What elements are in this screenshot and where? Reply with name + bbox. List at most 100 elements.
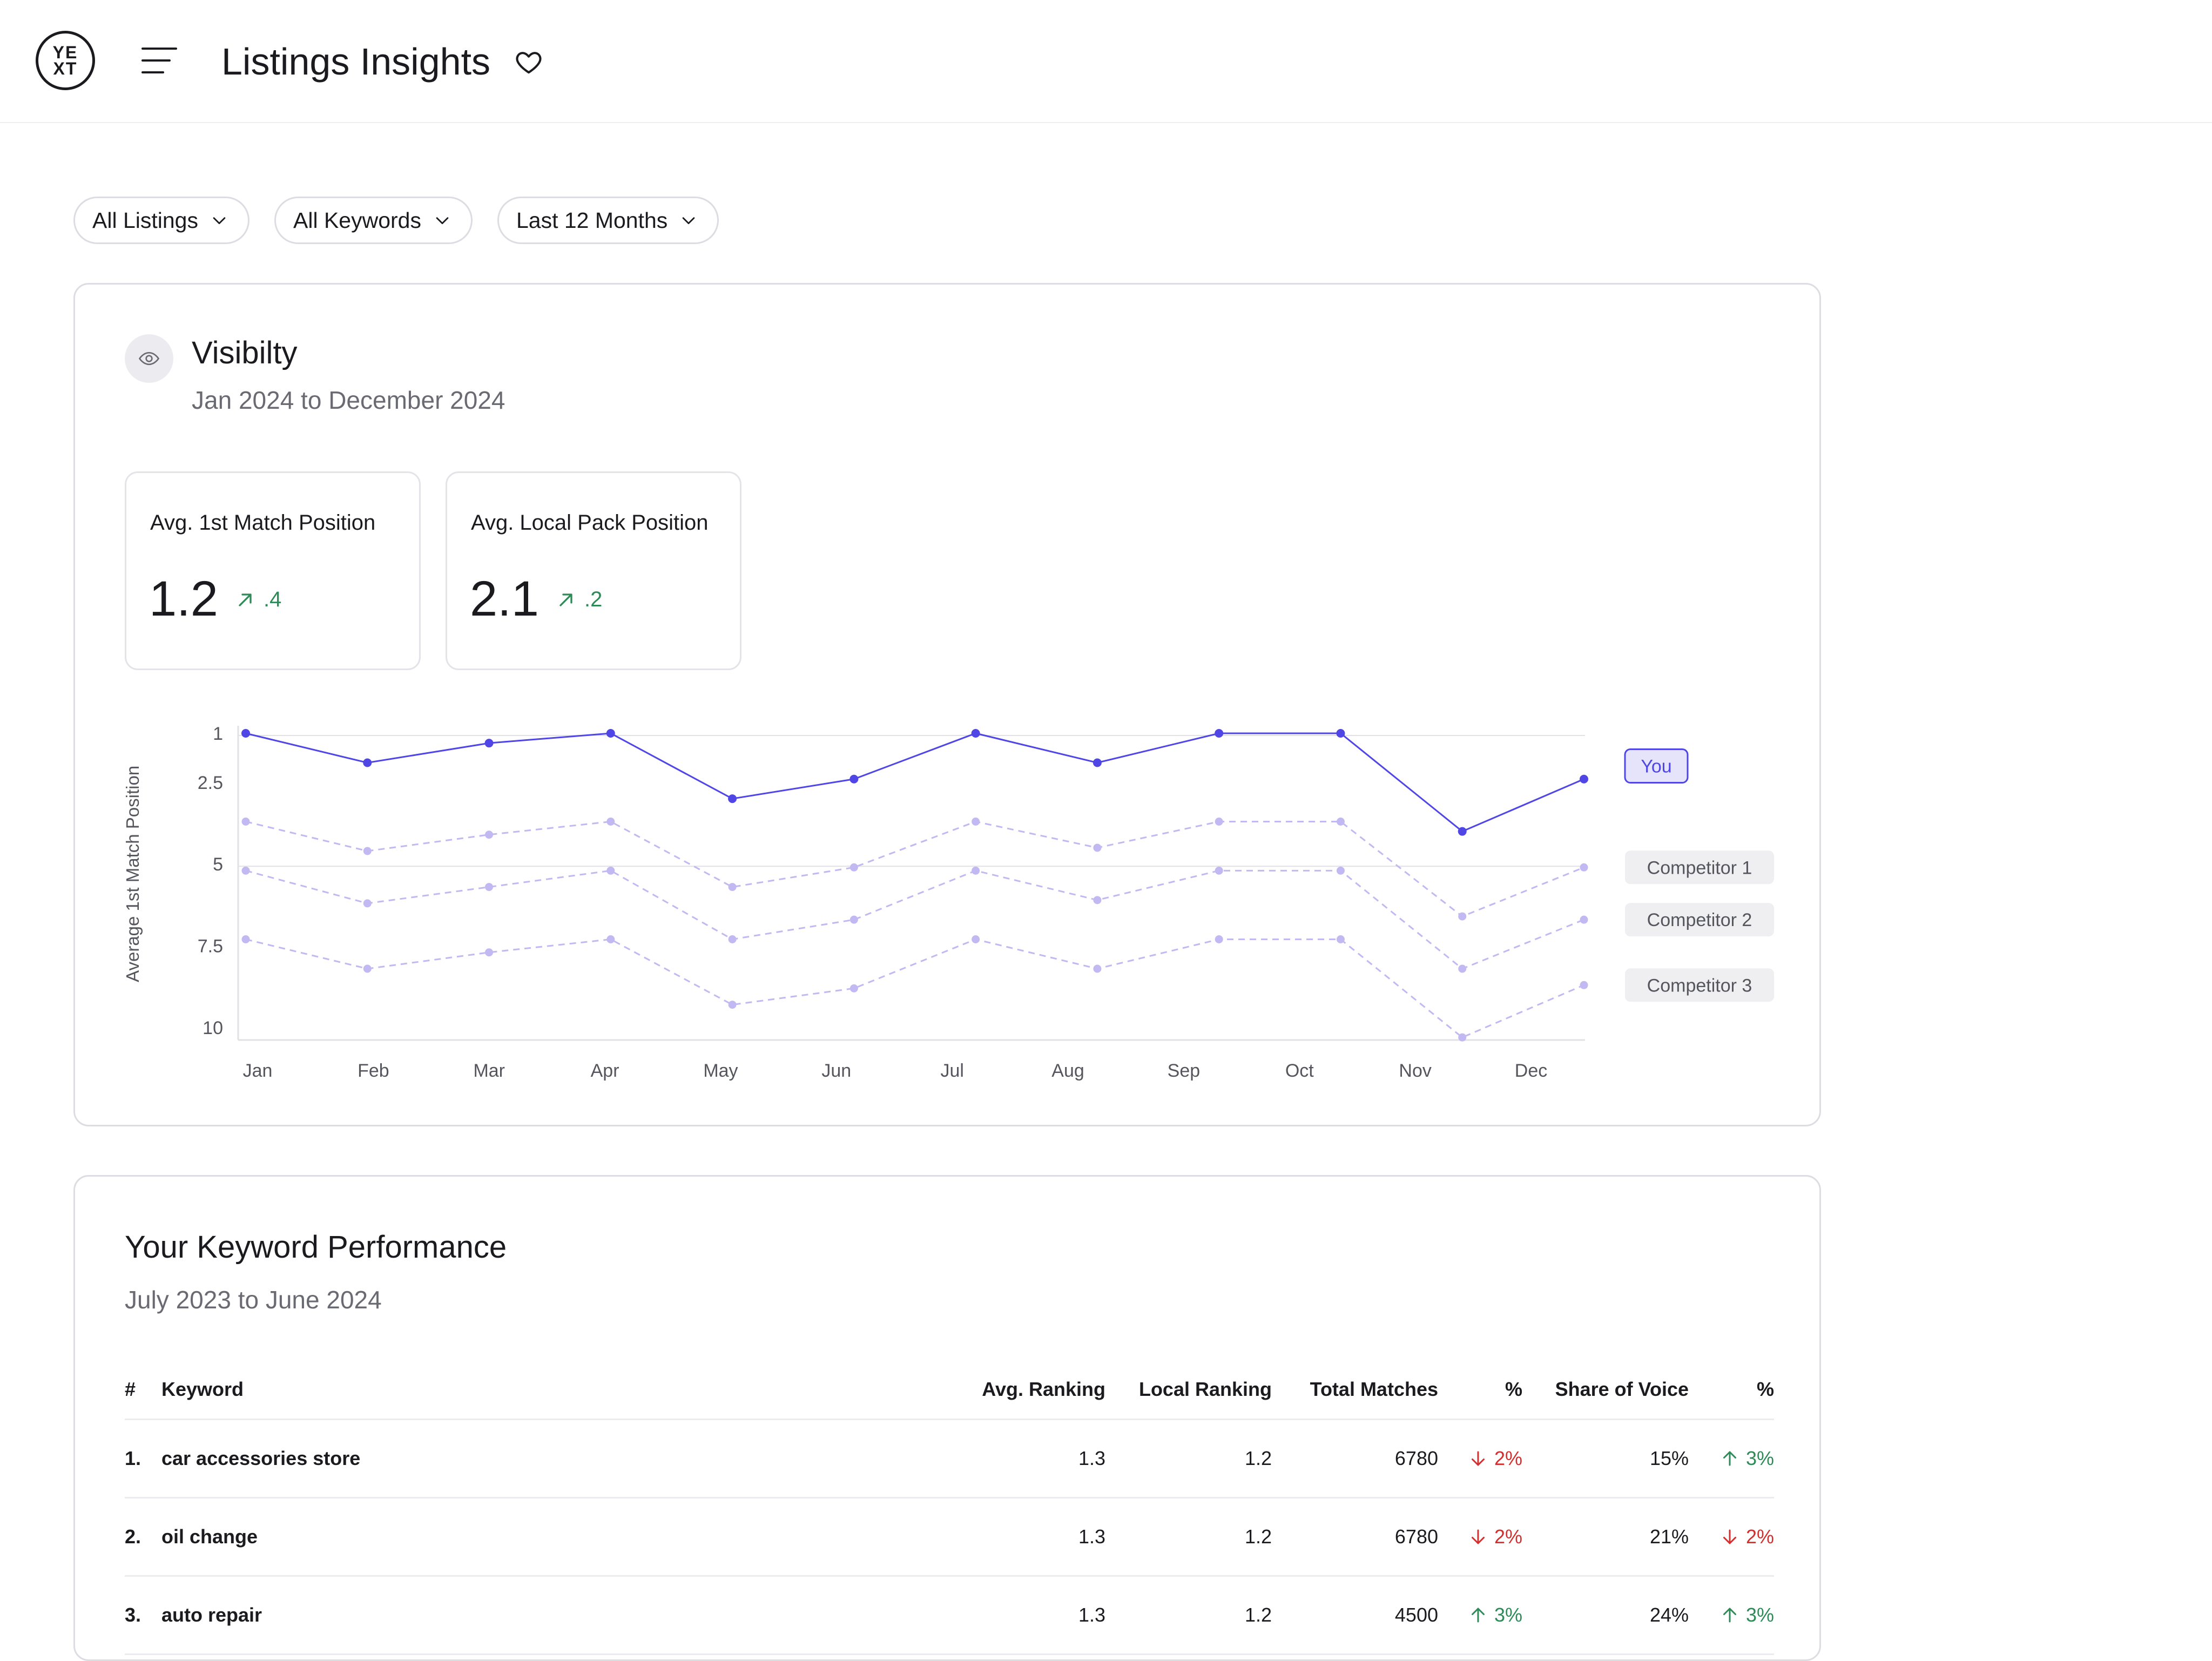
heart-icon[interactable] xyxy=(514,48,543,77)
x-tick-label: Dec xyxy=(1515,1061,1547,1081)
x-tick-label: Jul xyxy=(940,1061,963,1081)
x-tick-label: Apr xyxy=(591,1061,619,1081)
filter-label: All Keywords xyxy=(293,207,421,233)
data-point xyxy=(1336,729,1345,738)
series-line-you xyxy=(245,732,1584,833)
filter-keywords-dropdown[interactable]: All Keywords xyxy=(274,197,473,244)
legend-chip-competitor-3[interactable]: Competitor 3 xyxy=(1625,968,1774,1002)
data-point xyxy=(971,729,980,738)
total-matches-cell: 4500 xyxy=(1394,1604,1438,1626)
data-point xyxy=(1458,827,1467,836)
legend-chip-bg xyxy=(1625,903,1774,937)
col-header-avg-ranking[interactable]: Avg. Ranking xyxy=(982,1378,1105,1400)
arrow-up-icon xyxy=(1723,1608,1736,1623)
legend-chip-you[interactable]: You xyxy=(1624,748,1689,784)
x-tick-label: Oct xyxy=(1285,1061,1314,1081)
data-point xyxy=(484,739,494,748)
sov-pct-cell: 3% xyxy=(1720,1577,1774,1653)
data-point xyxy=(606,729,615,738)
data-point xyxy=(1215,935,1223,943)
legend-chip-competitor-2[interactable]: Competitor 2 xyxy=(1625,903,1774,937)
col-header-total-matches[interactable]: Total Matches xyxy=(1310,1378,1438,1400)
data-point xyxy=(606,866,615,875)
data-point xyxy=(1093,964,1102,973)
y-tick-label: 5 xyxy=(213,854,223,875)
eye-icon xyxy=(125,334,173,383)
filter-listings-dropdown[interactable]: All Listings xyxy=(73,197,249,244)
data-point xyxy=(241,866,250,875)
row-number: 1. xyxy=(125,1447,141,1469)
data-point xyxy=(728,794,737,804)
filter-date-range-dropdown[interactable]: Last 12 Months xyxy=(497,197,719,244)
data-point xyxy=(1580,863,1588,872)
table-row[interactable]: 2. oil change 1.3 1.2 6780 2% 21% 2% xyxy=(125,1498,1774,1577)
col-header-keyword[interactable]: Keyword xyxy=(161,1378,244,1400)
data-point xyxy=(1580,774,1588,784)
share-of-voice-cell: 21% xyxy=(1649,1525,1689,1548)
data-point xyxy=(728,935,737,943)
metric-value: 2.1 xyxy=(470,571,539,626)
data-point xyxy=(606,935,615,943)
data-point xyxy=(1093,896,1102,904)
col-header-local-ranking[interactable]: Local Ranking xyxy=(1138,1378,1272,1400)
series-line-competitor-1 xyxy=(245,820,1584,917)
data-point xyxy=(728,883,737,892)
top-bar: YEXT Listings Insights xyxy=(0,0,2212,123)
hamburger-menu-icon[interactable] xyxy=(141,44,177,77)
data-point xyxy=(363,847,372,855)
arrow-up-right-icon xyxy=(239,593,252,606)
visibility-date-range: Jan 2024 to December 2024 xyxy=(192,386,505,414)
metric-trend: .4 xyxy=(234,588,281,612)
y-tick-label: 7.5 xyxy=(198,936,223,957)
col-header-num: # xyxy=(125,1378,136,1400)
table-row[interactable]: 1. car accessories store 1.3 1.2 6780 2% 15% 3% xyxy=(125,1420,1774,1498)
logo-text: YEXT xyxy=(52,43,78,78)
data-point xyxy=(485,830,494,839)
filter-label: All Listings xyxy=(92,207,198,233)
matches-pct-cell: 2% xyxy=(1468,1498,1522,1575)
data-point xyxy=(972,935,980,943)
data-point xyxy=(1336,866,1345,875)
series-line-competitor-3 xyxy=(245,938,1584,1038)
series-line-competitor-2 xyxy=(245,869,1584,970)
keyword-table: # Keyword Avg. Ranking Local Ranking Tot… xyxy=(125,1360,1774,1655)
x-tick-label: Sep xyxy=(1168,1061,1201,1081)
local-ranking-cell: 1.2 xyxy=(1244,1525,1272,1548)
data-point xyxy=(728,1001,737,1009)
legend-chip-bg xyxy=(1625,850,1774,884)
data-point xyxy=(972,866,980,875)
avg-ranking-cell: 1.3 xyxy=(1078,1604,1105,1626)
matches-pct-cell-value: 2% xyxy=(1494,1525,1522,1548)
yext-logo[interactable]: YEXT xyxy=(36,31,95,90)
y-axis-label: Average 1st Match Position xyxy=(124,766,143,982)
matches-pct-cell-value: 3% xyxy=(1494,1604,1522,1626)
legend-chip-competitor-1[interactable]: Competitor 1 xyxy=(1625,850,1774,884)
metric-card-1st-match: Avg. 1st Match Position 1.2 .4 xyxy=(125,471,421,670)
arrow-down-icon xyxy=(1471,1451,1485,1466)
filter-bar: All Listings All Keywords Last 12 Months xyxy=(73,197,719,244)
data-point xyxy=(849,915,858,924)
x-tick-label: Nov xyxy=(1399,1061,1431,1081)
arrow-up-icon xyxy=(1471,1608,1485,1623)
col-header-sov-pct[interactable]: % xyxy=(1756,1378,1774,1400)
chevron-down-icon xyxy=(213,217,226,225)
col-header-matches-pct[interactable]: % xyxy=(1505,1378,1522,1400)
sov-pct-cell-value: 3% xyxy=(1745,1447,1774,1469)
data-point xyxy=(1580,915,1588,924)
legend-label: Competitor 2 xyxy=(1647,910,1752,930)
metric-label: Avg. Local Pack Position xyxy=(471,511,709,535)
data-point xyxy=(849,774,859,784)
legend-chip-bg xyxy=(1624,748,1689,784)
table-header-row: # Keyword Avg. Ranking Local Ranking Tot… xyxy=(125,1360,1774,1420)
col-header-share-of-voice[interactable]: Share of Voice xyxy=(1555,1378,1689,1400)
metric-trend: .2 xyxy=(555,588,602,612)
x-tick-label: Aug xyxy=(1051,1061,1084,1081)
data-point xyxy=(485,883,494,892)
keyword-performance-date-range: July 2023 to June 2024 xyxy=(125,1286,382,1314)
metric-card-local-pack: Avg. Local Pack Position 2.1 .2 xyxy=(446,471,741,670)
data-point xyxy=(606,818,615,826)
data-point xyxy=(241,818,250,826)
table-row[interactable]: 3. auto repair 1.3 1.2 4500 3% 24% 3% xyxy=(125,1577,1774,1655)
filter-label: Last 12 Months xyxy=(516,207,668,233)
data-point xyxy=(849,984,858,992)
